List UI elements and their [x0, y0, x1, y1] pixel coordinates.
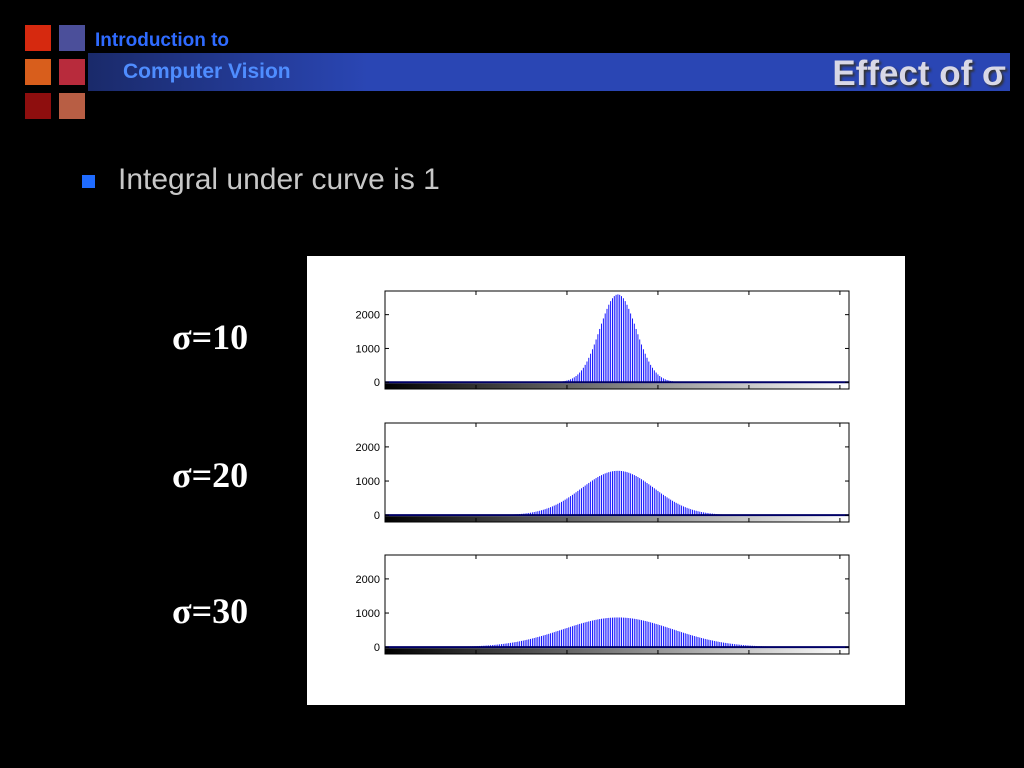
sigma-label-10: σ=10: [172, 317, 249, 357]
gradient-strip: [385, 516, 849, 523]
axes-frame: [384, 422, 850, 523]
slide-title: Effect of σ: [832, 54, 1006, 93]
gradient-strip: [385, 383, 849, 390]
y-tick-label: 0: [374, 377, 380, 389]
y-tick-label: 1000: [356, 608, 380, 620]
title-band-fade: [88, 53, 368, 91]
course-name-line2: Computer Vision: [123, 60, 291, 83]
sigma-label-30: σ=30: [172, 591, 249, 631]
y-tick-label: 1000: [356, 476, 380, 488]
histogram-svg: 0 1000 2000 0 1000 2000 0 1000 2000: [356, 290, 850, 655]
course-name-line1: Introduction to: [95, 30, 230, 51]
axes-frame: [384, 554, 850, 655]
logo-square-1: [25, 25, 51, 51]
y-tick-label: 2000: [356, 310, 380, 322]
logo-square-2: [59, 25, 85, 51]
y-tick-label: 2000: [356, 442, 380, 454]
gradient-strip: [385, 648, 849, 655]
logo-square-3: [25, 59, 51, 85]
y-tick-label: 1000: [356, 343, 380, 355]
y-tick-label: 0: [374, 510, 380, 522]
y-tick-label: 2000: [356, 574, 380, 586]
logo-square-5: [25, 93, 51, 119]
logo-square-4: [59, 59, 85, 85]
histogram-figure: 0 1000 2000 0 1000 2000 0 1000 2000: [307, 256, 905, 705]
y-tick-label: 0: [374, 642, 380, 654]
logo-square-6: [59, 93, 85, 119]
bullet-marker: [82, 175, 95, 188]
sigma-label-20: σ=20: [172, 455, 249, 495]
bullet-text: Integral under curve is 1: [118, 163, 440, 196]
axes-frame: [384, 290, 850, 390]
